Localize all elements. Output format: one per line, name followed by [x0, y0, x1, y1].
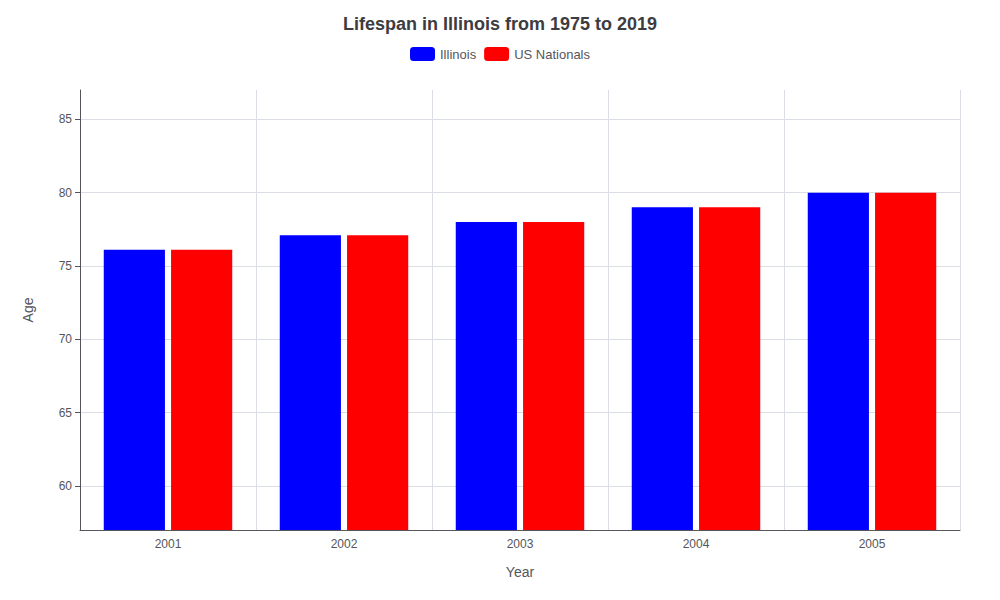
svg-text:75: 75: [59, 259, 73, 273]
svg-text:60: 60: [59, 479, 73, 493]
svg-text:2001: 2001: [155, 537, 182, 551]
svg-text:Age: Age: [20, 297, 36, 322]
svg-text:Lifespan in Illinois from 1975: Lifespan in Illinois from 1975 to 2019: [343, 14, 657, 34]
svg-text:Year: Year: [506, 564, 535, 580]
svg-text:US Nationals: US Nationals: [514, 47, 590, 62]
svg-text:80: 80: [59, 186, 73, 200]
svg-text:2003: 2003: [507, 537, 534, 551]
svg-text:2002: 2002: [331, 537, 358, 551]
svg-text:85: 85: [59, 112, 73, 126]
svg-text:Illinois: Illinois: [440, 47, 477, 62]
svg-text:2004: 2004: [683, 537, 710, 551]
svg-text:2005: 2005: [859, 537, 886, 551]
svg-text:65: 65: [59, 406, 73, 420]
svg-text:70: 70: [59, 332, 73, 346]
